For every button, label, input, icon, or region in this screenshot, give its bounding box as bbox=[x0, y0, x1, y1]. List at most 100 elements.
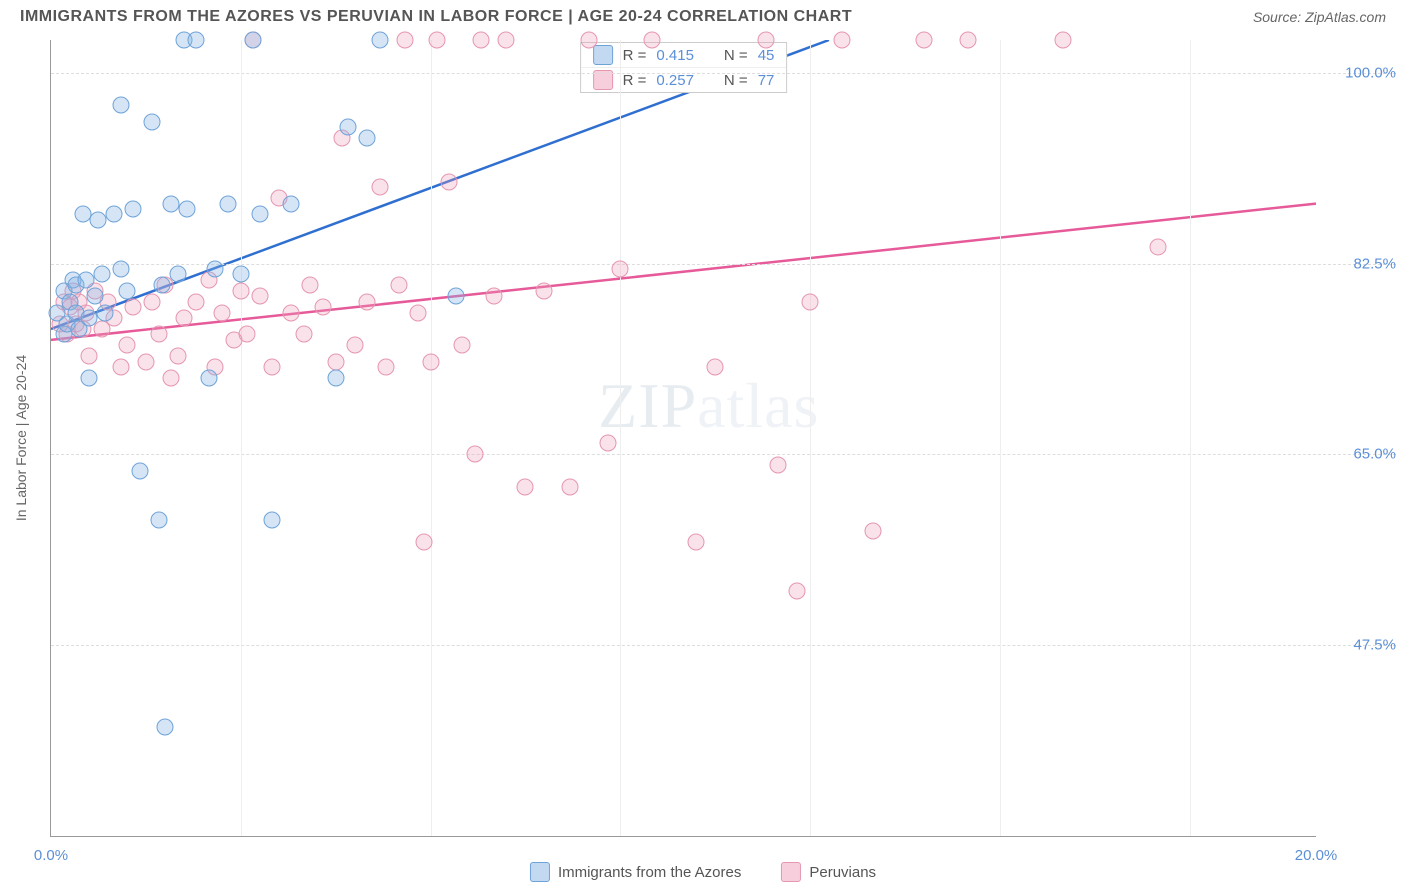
data-point bbox=[428, 32, 445, 49]
chart-plot-area: In Labor Force | Age 20-24 ZIPatlas R = … bbox=[50, 40, 1316, 837]
data-point bbox=[688, 533, 705, 550]
legend-item-b: Peruvians bbox=[781, 862, 876, 882]
stats-row-b: R = 0.257 N = 77 bbox=[581, 67, 787, 92]
data-point bbox=[96, 304, 113, 321]
data-point bbox=[833, 32, 850, 49]
data-point bbox=[144, 293, 161, 310]
data-point bbox=[466, 446, 483, 463]
data-point bbox=[346, 337, 363, 354]
data-point bbox=[232, 266, 249, 283]
gridline bbox=[51, 645, 1396, 646]
data-point bbox=[612, 260, 629, 277]
x-tick-label: 20.0% bbox=[1295, 847, 1338, 864]
data-point bbox=[485, 288, 502, 305]
data-point bbox=[960, 32, 977, 49]
x-tick-label: 0.0% bbox=[34, 847, 68, 864]
data-point bbox=[80, 310, 97, 327]
data-point bbox=[118, 282, 135, 299]
data-point bbox=[112, 359, 129, 376]
gridline bbox=[620, 40, 621, 836]
data-point bbox=[915, 32, 932, 49]
gridline bbox=[51, 264, 1396, 265]
data-point bbox=[188, 32, 205, 49]
data-point bbox=[150, 511, 167, 528]
source-label: Source: ZipAtlas.com bbox=[1253, 9, 1386, 25]
data-point bbox=[125, 299, 142, 316]
data-point bbox=[163, 370, 180, 387]
swatch-icon bbox=[530, 862, 550, 882]
data-point bbox=[283, 304, 300, 321]
data-point bbox=[789, 582, 806, 599]
stats-row-a: R = 0.415 N = 45 bbox=[581, 43, 787, 67]
data-point bbox=[1055, 32, 1072, 49]
data-point bbox=[643, 32, 660, 49]
data-point bbox=[264, 359, 281, 376]
data-point bbox=[770, 457, 787, 474]
data-point bbox=[397, 32, 414, 49]
data-point bbox=[865, 522, 882, 539]
data-point bbox=[517, 479, 534, 496]
data-point bbox=[599, 435, 616, 452]
data-point bbox=[90, 211, 107, 228]
data-point bbox=[302, 277, 319, 294]
data-point bbox=[314, 299, 331, 316]
data-point bbox=[178, 201, 195, 218]
data-point bbox=[536, 282, 553, 299]
data-point bbox=[188, 293, 205, 310]
swatch-icon bbox=[781, 862, 801, 882]
data-point bbox=[390, 277, 407, 294]
data-point bbox=[153, 277, 170, 294]
data-point bbox=[74, 206, 91, 223]
data-point bbox=[87, 288, 104, 305]
data-point bbox=[125, 201, 142, 218]
data-point bbox=[80, 348, 97, 365]
legend: Immigrants from the Azores Peruvians bbox=[530, 862, 876, 882]
data-point bbox=[757, 32, 774, 49]
data-point bbox=[802, 293, 819, 310]
stats-box: R = 0.415 N = 45 R = 0.257 N = 77 bbox=[580, 42, 788, 93]
data-point bbox=[137, 353, 154, 370]
data-point bbox=[441, 173, 458, 190]
data-point bbox=[207, 260, 224, 277]
data-point bbox=[213, 304, 230, 321]
data-point bbox=[77, 271, 94, 288]
data-point bbox=[118, 337, 135, 354]
data-point bbox=[106, 206, 123, 223]
data-point bbox=[422, 353, 439, 370]
data-point bbox=[327, 370, 344, 387]
data-point bbox=[378, 359, 395, 376]
data-point bbox=[156, 718, 173, 735]
chart-title: IMMIGRANTS FROM THE AZORES VS PERUVIAN I… bbox=[20, 8, 852, 26]
swatch-icon bbox=[593, 45, 613, 65]
data-point bbox=[251, 206, 268, 223]
watermark: ZIPatlas bbox=[598, 369, 819, 443]
data-point bbox=[371, 179, 388, 196]
data-point bbox=[473, 32, 490, 49]
data-point bbox=[580, 32, 597, 49]
y-tick-label: 100.0% bbox=[1326, 64, 1396, 81]
data-point bbox=[232, 282, 249, 299]
y-tick-label: 65.0% bbox=[1326, 446, 1396, 463]
data-point bbox=[239, 326, 256, 343]
data-point bbox=[163, 195, 180, 212]
y-tick-label: 47.5% bbox=[1326, 637, 1396, 654]
gridline bbox=[810, 40, 811, 836]
gridline bbox=[431, 40, 432, 836]
gridline bbox=[1190, 40, 1191, 836]
data-point bbox=[447, 288, 464, 305]
data-point bbox=[220, 195, 237, 212]
data-point bbox=[454, 337, 471, 354]
gridline bbox=[51, 73, 1396, 74]
data-point bbox=[359, 130, 376, 147]
data-point bbox=[175, 310, 192, 327]
gridline bbox=[1000, 40, 1001, 836]
data-point bbox=[561, 479, 578, 496]
data-point bbox=[1149, 239, 1166, 256]
data-point bbox=[251, 288, 268, 305]
gridline bbox=[51, 454, 1396, 455]
data-point bbox=[93, 266, 110, 283]
y-tick-label: 82.5% bbox=[1326, 255, 1396, 272]
gridline bbox=[241, 40, 242, 836]
data-point bbox=[359, 293, 376, 310]
data-point bbox=[201, 370, 218, 387]
